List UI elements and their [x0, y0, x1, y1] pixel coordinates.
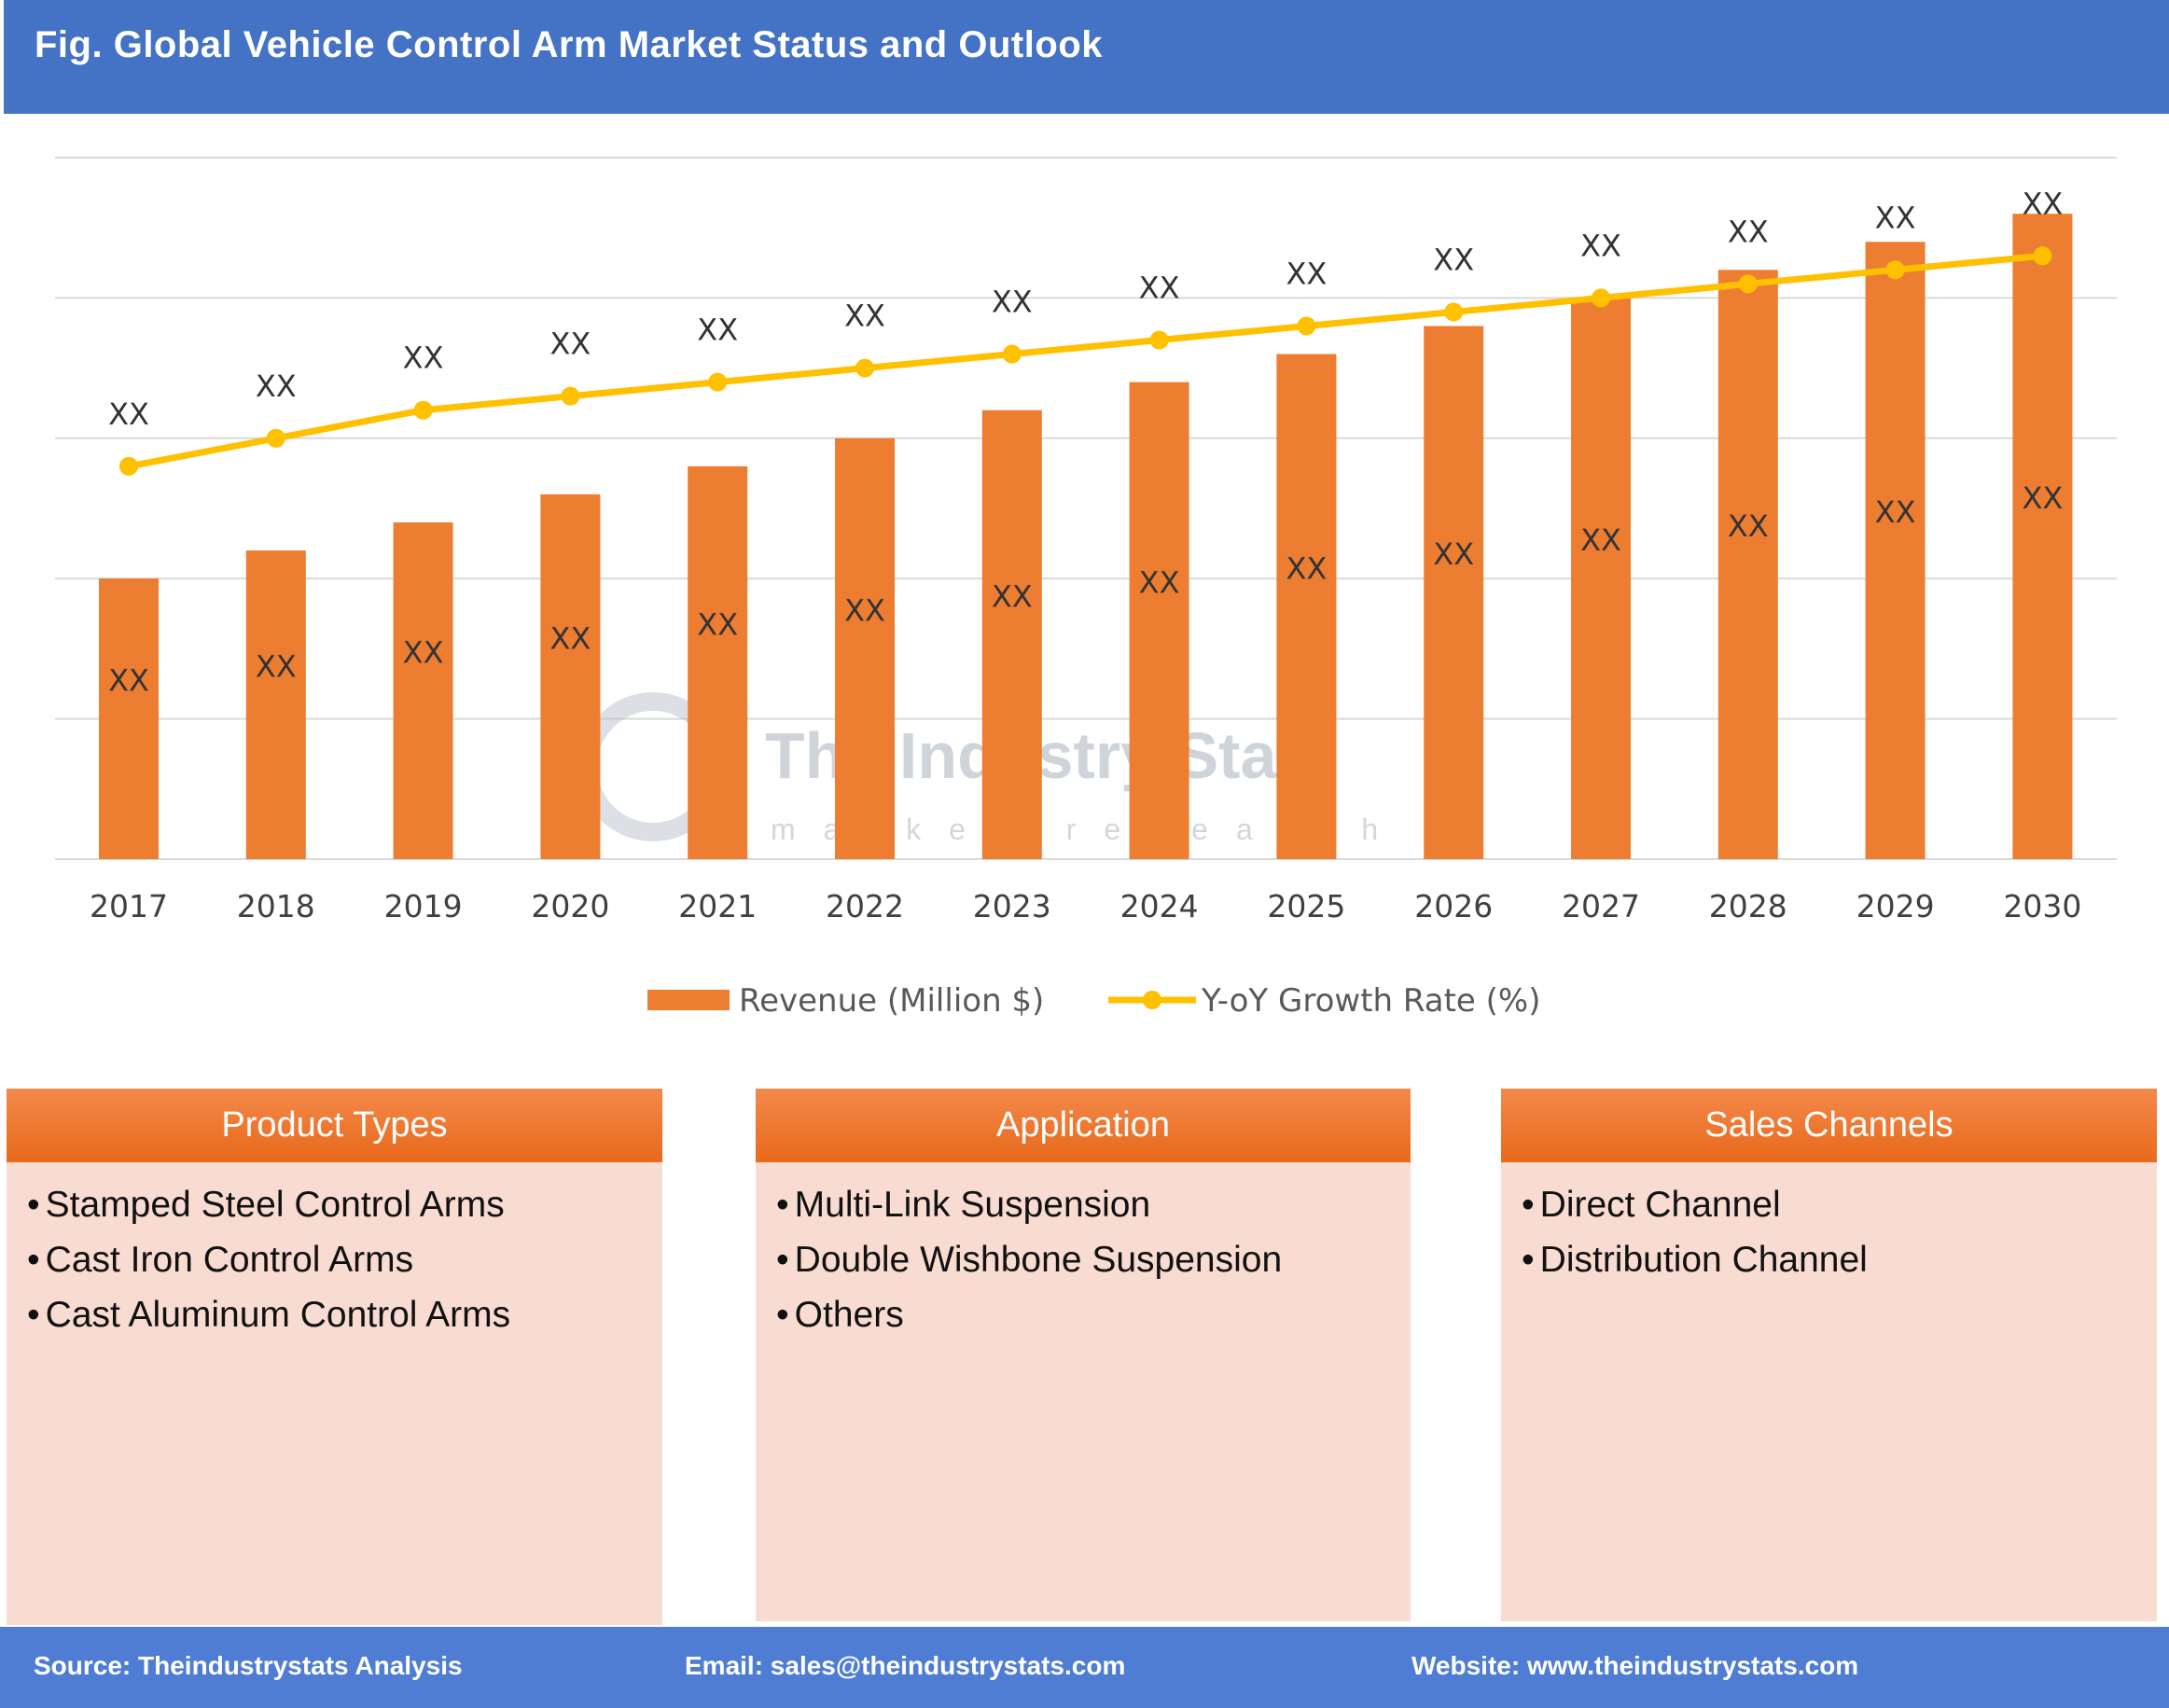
bar-data-label: XX — [403, 635, 444, 671]
line-data-label: XX — [1728, 214, 1769, 249]
x-tick-label: 2022 — [826, 888, 904, 924]
x-tick-label: 2023 — [973, 888, 1051, 924]
bar-revenue — [245, 550, 306, 859]
x-tick-label: 2026 — [1414, 888, 1493, 924]
x-tick-label: 2029 — [1856, 888, 1935, 924]
line-point — [1149, 330, 1169, 350]
line-point — [708, 372, 728, 392]
bar-data-label: XX — [2022, 480, 2063, 516]
line-data-label: XX — [1580, 228, 1621, 263]
line-point — [1297, 316, 1316, 336]
line-data-label: XX — [2022, 186, 2063, 221]
x-tick-label: 2020 — [531, 888, 609, 924]
line-data-label: XX — [1286, 256, 1327, 291]
bar-revenue — [1424, 326, 1484, 859]
legend-marker-growth — [1143, 991, 1161, 1009]
footer-website[interactable]: Website: www.theindustrystats.com — [1411, 1651, 1859, 1680]
x-tick-label: 2017 — [90, 888, 168, 924]
line-point — [119, 456, 138, 476]
bar-data-label: XX — [108, 663, 149, 699]
line-point — [1592, 288, 1610, 308]
bar-revenue — [1571, 298, 1631, 859]
bar-revenue — [1276, 354, 1337, 859]
list-item: Stamped Steel Control Arms — [27, 1177, 662, 1232]
bar-revenue — [2012, 214, 2073, 859]
line-point — [1002, 344, 1022, 364]
bar-revenue — [540, 493, 601, 859]
bar-data-label: XX — [1728, 508, 1769, 544]
x-tick-label: 2019 — [384, 888, 463, 924]
line-data-label: XX — [697, 312, 738, 348]
bar-revenue — [393, 522, 453, 859]
bar-data-label: XX — [992, 578, 1033, 614]
line-point — [1885, 260, 1905, 280]
bar-revenue — [99, 578, 159, 859]
line-point — [561, 386, 580, 406]
line-data-label: XX — [256, 368, 297, 404]
line-point — [855, 358, 874, 378]
line-data-label: XX — [844, 299, 885, 334]
bar-data-label: XX — [1286, 550, 1327, 586]
line-point — [1444, 302, 1464, 322]
list-item: Multi-Link Suspension — [776, 1177, 1411, 1232]
bar-revenue — [1865, 242, 1926, 859]
line-point — [2033, 246, 2052, 266]
footer-source: Source: Theindustrystats Analysis — [34, 1651, 463, 1680]
footer-email[interactable]: Email: sales@theindustrystats.com — [685, 1651, 1126, 1680]
legend-swatch-revenue — [647, 990, 730, 1010]
bar-revenue — [835, 437, 895, 859]
bar-data-label: XX — [844, 592, 885, 628]
x-tick-label: 2028 — [1709, 888, 1787, 924]
list-item: Others — [776, 1287, 1411, 1342]
line-point — [413, 400, 433, 420]
x-tick-label: 2018 — [237, 888, 315, 924]
page-title: Fig. Global Vehicle Control Arm Market S… — [35, 24, 1103, 65]
bar-data-label: XX — [256, 649, 297, 685]
sales-channels-box: Sales Channels Direct ChannelDistributio… — [1501, 1089, 2157, 1621]
x-tick-label: 2030 — [2003, 888, 2081, 924]
legend-label-growth: Y-oY Growth Rate (%) — [1201, 982, 1541, 1020]
line-data-label: XX — [1875, 200, 1916, 235]
bar-data-label: XX — [1875, 494, 1916, 530]
bar-data-label: XX — [1580, 522, 1621, 558]
application-box: Application Multi-Link SuspensionDouble … — [756, 1089, 1411, 1621]
line-data-label: XX — [549, 326, 591, 362]
bar-revenue — [1129, 382, 1189, 859]
bar-data-label: XX — [1433, 536, 1474, 572]
legend-label-revenue: Revenue (Million $) — [739, 982, 1044, 1020]
list-item: Direct Channel — [1522, 1177, 2157, 1232]
line-data-label: XX — [108, 396, 149, 432]
bar-data-label: XX — [1139, 564, 1180, 600]
line-point — [1738, 274, 1758, 294]
x-tick-label: 2027 — [1562, 888, 1640, 924]
line-data-label: XX — [1433, 242, 1474, 277]
line-data-label: XX — [403, 340, 444, 376]
box-title: Sales Channels — [1501, 1089, 2157, 1162]
product-types-box: Product Types Stamped Steel Control Arms… — [7, 1089, 662, 1625]
line-point — [266, 428, 285, 448]
footer: Source: Theindustrystats Analysis Email:… — [0, 1627, 2169, 1708]
line-growth-rate — [128, 252, 2043, 470]
bar-revenue — [981, 410, 1042, 859]
bar-data-label: XX — [697, 606, 738, 642]
list-item: Cast Iron Control Arms — [27, 1232, 662, 1287]
list-item: Distribution Channel — [1522, 1232, 2157, 1287]
x-tick-label: 2024 — [1120, 888, 1199, 924]
list-item: Cast Aluminum Control Arms — [27, 1287, 662, 1342]
bar-revenue — [1717, 270, 1778, 859]
x-tick-label: 2021 — [678, 888, 757, 924]
list-item: Double Wishbone Suspension — [776, 1232, 1411, 1287]
line-data-label: XX — [1139, 271, 1180, 306]
x-tick-label: 2025 — [1267, 888, 1345, 924]
bar-data-label: XX — [549, 620, 591, 656]
bar-revenue — [688, 465, 748, 859]
header-bar: Fig. Global Vehicle Control Arm Market S… — [4, 0, 2169, 114]
box-title: Product Types — [7, 1089, 662, 1162]
box-title: Application — [756, 1089, 1411, 1162]
line-data-label: XX — [992, 285, 1033, 320]
